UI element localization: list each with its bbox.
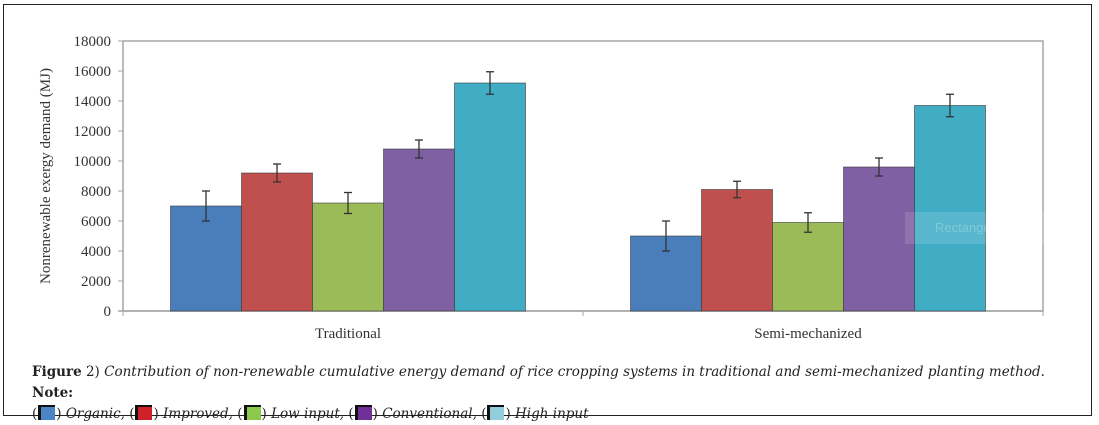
caption-legend: () Organic, () Improved, () Low input, (… <box>32 405 589 422</box>
x-category-label: Traditional <box>315 326 381 342</box>
legend-label-high-input: High input <box>515 406 589 422</box>
chart-error-bars <box>202 71 954 252</box>
y-tick-label: 14000 <box>74 94 112 110</box>
legend-swatch-low-input <box>243 405 261 420</box>
legend-label-low-input: Low input, <box>271 406 345 422</box>
bar-improved-traditional <box>241 172 313 312</box>
caption-text: Contribution of non-renewable cumulative… <box>104 364 1045 380</box>
figure-label: Figure <box>32 364 82 380</box>
bar-improved-semi-mechanized <box>701 189 773 312</box>
snip-watermark: Rectangular Snip <box>905 212 1073 244</box>
figure-number: 2) <box>85 364 100 380</box>
chart-labels: Traditional Semi-mechanized <box>315 326 862 342</box>
bar-organic-traditional <box>170 205 242 312</box>
legend-label-organic: Organic, <box>65 406 125 422</box>
bar-conventional-traditional <box>383 148 455 312</box>
bar-low-input-semi-mechanized <box>772 222 844 312</box>
legend-label-conventional: Conventional, <box>382 406 477 422</box>
legend-swatch-high-input <box>487 405 505 420</box>
note-label: Note: <box>32 385 74 401</box>
legend-swatch-conventional <box>354 405 372 420</box>
y-tick-label: 12000 <box>74 124 112 140</box>
chart-axes: 0 2000 4000 6000 8000 10000 12000 14000 16000 180… <box>74 34 1044 320</box>
caption-line-1: Figure 2) Contribution of non-renewable … <box>32 362 1082 404</box>
bar-chart: 0 2000 4000 6000 8000 10000 12000 14000 16000 180… <box>38 34 1044 342</box>
bar-high-input-traditional <box>454 82 526 312</box>
figure-caption: Figure 2) Contribution of non-renewable … <box>32 362 1082 425</box>
y-tick-label: 16000 <box>74 64 112 80</box>
x-category-label: Semi-mechanized <box>754 326 862 342</box>
y-tick-label: 18000 <box>74 34 112 50</box>
y-tick-label: 2000 <box>81 274 111 290</box>
bar-conventional-semi-mechanized <box>843 166 915 312</box>
bar-high-input-semi-mechanized <box>914 105 986 312</box>
y-tick-label: 6000 <box>81 214 111 230</box>
y-tick-label: 8000 <box>81 184 111 200</box>
y-tick-label: 10000 <box>74 154 112 170</box>
legend-label-improved: Improved, <box>163 406 233 422</box>
legend-swatch-organic <box>38 405 56 420</box>
y-axis-title: Nonrenewable exergy demand (MJ) <box>38 68 54 284</box>
chart-bars <box>170 82 986 312</box>
legend-swatch-improved <box>135 405 153 420</box>
y-tick-label: 0 <box>104 304 112 320</box>
y-tick-label: 4000 <box>81 244 111 260</box>
bar-low-input-traditional <box>312 202 384 312</box>
